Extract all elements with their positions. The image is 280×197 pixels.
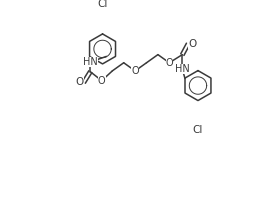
Text: Cl: Cl (193, 125, 203, 136)
Text: O: O (98, 76, 106, 86)
Text: O: O (165, 58, 173, 68)
Text: HN: HN (83, 57, 98, 67)
Text: Cl: Cl (97, 0, 108, 9)
Text: O: O (188, 39, 196, 49)
Text: HN: HN (175, 64, 190, 74)
Text: O: O (131, 66, 139, 76)
Text: O: O (76, 77, 84, 87)
